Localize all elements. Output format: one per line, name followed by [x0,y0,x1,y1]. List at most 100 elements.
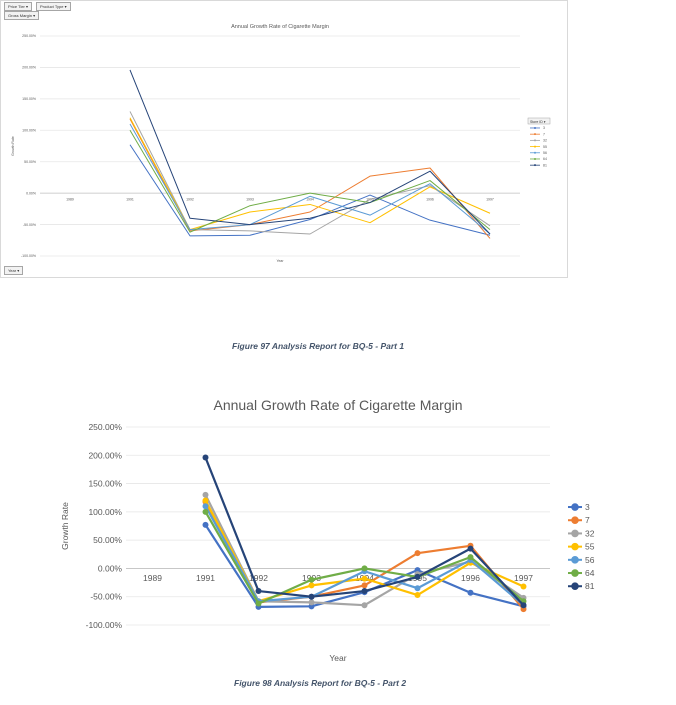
y-tick-label: 0.00% [26,191,36,195]
x-tick-label: 1993 [246,198,254,202]
legend-marker-64 [571,569,579,577]
y-tick-label: -50.00% [90,592,122,602]
y-tick-label: 200.00% [88,450,122,460]
figure-98-caption: Figure 98 Analysis Report for BQ-5 - Par… [234,678,407,688]
data-point-64 [361,565,368,572]
series-line-3 [129,144,491,237]
pivot-chart-panel: Price Tier Product Type Gross Margin Yea… [0,0,568,278]
legend-label-3: 3 [543,126,545,130]
legend-marker-55 [534,145,536,148]
x-tick-label: 1992 [249,573,268,583]
legend-label-64: 64 [585,568,595,578]
legend-label-81: 81 [585,581,595,591]
y-tick-label: 100.00% [22,129,36,133]
data-point-3 [202,521,209,528]
x-tick-label: 1996 [461,573,480,583]
data-point-64 [202,508,209,515]
series-line-64 [129,130,491,233]
y-tick-label: 50.00% [93,535,122,545]
y-tick-label: 150.00% [88,479,122,489]
y-tick-label: 150.00% [22,97,36,101]
data-point-81 [414,573,421,580]
legend-label-56: 56 [543,151,547,155]
year-field-button[interactable]: Year [4,266,24,275]
chart-title: Annual Growth Rate of Cigarette Margin [231,24,329,30]
series-line-56 [129,123,491,235]
data-point-32 [308,599,315,606]
y-tick-label: 0.00% [98,563,123,573]
data-point-56 [202,503,209,510]
legend-marker-3 [534,126,536,129]
data-point-81 [202,454,209,461]
x-tick-label: 1992 [186,198,194,202]
x-tick-label: 1989 [66,198,74,202]
data-point-55 [361,575,368,582]
legend-marker-32 [571,529,579,538]
series-line-55 [129,117,491,231]
series-line-81 [129,69,491,235]
x-tick-label: 1994 [306,198,314,202]
legend-marker-55 [571,542,579,551]
data-point-32 [361,602,368,609]
data-point-81 [308,593,315,600]
y-tick-label: 50.00% [24,160,36,164]
legend-label-55: 55 [543,145,547,149]
legend-label-56: 56 [585,555,595,565]
legend-label-55: 55 [585,542,595,552]
legend-marker-3 [571,503,579,511]
legend-label-32: 32 [585,528,595,538]
legend-title-button [527,117,551,125]
legend-label-81: 81 [543,163,547,167]
chart-2-svg: Annual Growth Rate of Cigarette Margin 25… [60,397,595,663]
x-tick-label: 1991 [196,573,215,583]
legend-label-7: 7 [543,132,545,136]
y-tick-label: -50.00% [23,223,36,227]
y-tick-label: -100.00% [21,254,36,258]
series-line-7 [129,118,491,239]
x-tick-label: 1991 [126,198,134,202]
figure-97-caption: Figure 97 Analysis Report for BQ-5 - Par… [232,341,405,351]
data-point-81 [255,588,262,595]
data-point-81 [520,602,527,609]
legend-marker-81 [534,164,536,167]
y-axis-label: Growth Rate [60,502,70,550]
data-point-81 [467,545,474,552]
data-point-64 [467,554,474,561]
chart-title: Annual Growth Rate of Cigarette Margin [213,397,462,413]
x-tick-label: 1996 [426,198,434,202]
gross-margin-field-button[interactable]: Gross Margin [4,11,40,20]
legend-label-3: 3 [585,502,590,512]
data-point-56 [414,585,421,592]
data-point-32 [202,491,209,498]
data-point-64 [308,576,315,583]
data-point-55 [414,592,421,599]
legend-marker-56 [571,556,579,564]
y-tick-label: 100.00% [88,507,122,517]
legend-label-7: 7 [585,515,590,525]
data-point-55 [520,583,527,590]
product-type-filter-button[interactable]: Product Type [36,2,71,11]
y-tick-label: 250.00% [22,34,36,38]
legend-marker-7 [571,516,579,525]
x-tick-label: 1989 [143,573,162,583]
data-point-64 [255,600,262,607]
x-axis-label: Year [276,259,284,263]
legend-marker-64 [534,157,536,160]
data-point-55 [202,497,209,504]
series-line-32 [129,111,491,235]
legend-title: Store ID ▾ [530,120,546,124]
legend-marker-56 [534,151,536,154]
legend-label-64: 64 [543,157,547,161]
legend-marker-7 [534,133,536,136]
legend-marker-81 [571,582,579,591]
data-point-55 [308,582,315,589]
y-tick-label: 250.00% [88,422,122,432]
x-tick-label: 1997 [514,573,533,583]
chart-1-svg: Annual Growth Rate of Cigarette Margin 25… [11,24,551,263]
y-tick-label: -100.00% [86,620,123,630]
data-point-3 [467,589,474,596]
x-axis-label: Year [329,653,346,663]
data-point-7 [361,582,368,589]
y-tick-label: 200.00% [22,66,36,70]
legend-marker-32 [534,139,536,142]
